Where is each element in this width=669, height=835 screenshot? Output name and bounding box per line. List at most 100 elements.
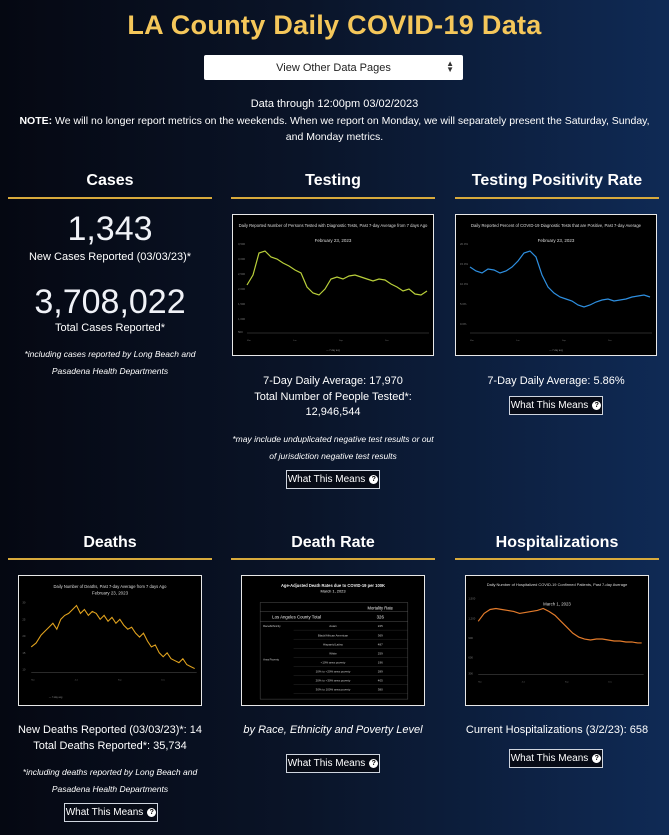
rate-row-label: Asian bbox=[329, 624, 337, 628]
testing-chart-svg: Daily Reported Number of Persons Tested … bbox=[238, 223, 429, 352]
positivity-x-ticks: Mar Jun Sep Dec bbox=[470, 339, 613, 342]
svg-text:Dec: Dec bbox=[161, 679, 166, 681]
testing-total-label: Total Number of People Tested*: bbox=[254, 391, 412, 403]
svg-text:900: 900 bbox=[468, 636, 473, 640]
current-hospitalizations: Current Hospitalizations (3/2/23): 658 bbox=[465, 724, 649, 736]
testing-chart[interactable]: Daily Reported Number of Persons Tested … bbox=[232, 214, 434, 356]
svg-text:Mar: Mar bbox=[470, 339, 474, 342]
rate-row-label: 30% to 100% area poverty bbox=[316, 688, 351, 692]
deaths-y-ticks: 30 25 20 15 10 bbox=[22, 601, 26, 672]
new-cases-label: New Cases Reported (03/03/23)* bbox=[28, 251, 192, 263]
positivity-what-this-means-button[interactable]: What This Means ? bbox=[509, 396, 603, 415]
testing-x-ticks: Mar Jun Sep Dec bbox=[247, 339, 390, 342]
rate-row-label: <10% area poverty bbox=[321, 660, 346, 664]
svg-text:15: 15 bbox=[22, 651, 26, 655]
svg-text:300: 300 bbox=[468, 671, 473, 675]
deaths-chart-svg: Daily Number of Deaths, Past 7-day Avera… bbox=[22, 584, 197, 699]
svg-text:30: 30 bbox=[22, 601, 26, 605]
svg-text:15.0%: 15.0% bbox=[460, 262, 468, 266]
svg-text:5.0%: 5.0% bbox=[460, 302, 467, 306]
question-circle-icon: ? bbox=[592, 401, 602, 410]
rate-row-value: 259 bbox=[378, 651, 383, 655]
death-rate-rule bbox=[231, 558, 435, 560]
la-total-label: Los Angeles County Total bbox=[272, 614, 321, 619]
svg-text:1,000: 1,000 bbox=[238, 317, 245, 321]
hosp-chart-title: Daily Number of Hospitalized COVID-19 Co… bbox=[487, 582, 628, 587]
svg-text:1,500: 1,500 bbox=[238, 302, 245, 306]
cases-footnote: *including cases reported by Long Beach … bbox=[24, 349, 196, 376]
svg-text:Sep: Sep bbox=[565, 681, 570, 683]
hosp-chart-date: March 1, 2023 bbox=[543, 602, 571, 607]
svg-text:Sep: Sep bbox=[562, 340, 567, 342]
positivity-what-this-means-label: What This Means bbox=[510, 400, 589, 411]
svg-text:0.0%: 0.0% bbox=[460, 322, 467, 326]
death-rate-title: Death Rate bbox=[291, 534, 375, 551]
death-rate-what-this-means-button[interactable]: What This Means ? bbox=[286, 754, 380, 773]
testing-y-ticks: 3,500 3,000 2,500 2,000 1,500 1,000 500 bbox=[238, 242, 245, 334]
note-text: We will no longer report metrics on the … bbox=[52, 115, 650, 143]
rate-row-label: 10% to <20% area poverty bbox=[316, 670, 351, 674]
svg-text:25: 25 bbox=[22, 617, 26, 621]
rate-row-value: 369 bbox=[378, 633, 383, 637]
positivity-chart-svg: Daily Reported Percent of COVID-19 Diagn… bbox=[460, 223, 652, 352]
total-cases-label: Total Cases Reported* bbox=[54, 322, 166, 334]
hospitalizations-chart[interactable]: Daily Number of Hospitalized COVID-19 Co… bbox=[465, 575, 649, 706]
death-rate-table-date: March 1, 2023 bbox=[320, 589, 346, 594]
deaths-line bbox=[30, 604, 195, 670]
rate-row-value: 380 bbox=[378, 688, 383, 692]
svg-text:Dec: Dec bbox=[608, 340, 613, 342]
svg-text:600: 600 bbox=[468, 656, 473, 660]
total-cases-number: 3,708,022 bbox=[34, 283, 186, 321]
deaths-chart[interactable]: Daily Number of Deaths, Past 7-day Avera… bbox=[18, 575, 202, 706]
rate-row-label: Black/African American bbox=[318, 633, 349, 637]
note-label: NOTE: bbox=[19, 115, 53, 127]
testing-title: Testing bbox=[305, 172, 361, 189]
svg-text:3,000: 3,000 bbox=[238, 257, 245, 261]
svg-text:Jun: Jun bbox=[293, 340, 297, 342]
poverty-group-label: Area Poverty bbox=[263, 658, 280, 662]
positivity-title: Testing Positivity Rate bbox=[471, 172, 643, 189]
data-through-text: Data through 12:00pm 03/02/2023 bbox=[250, 98, 419, 110]
svg-text:20: 20 bbox=[22, 634, 26, 638]
hosp-what-this-means-button[interactable]: What This Means ? bbox=[509, 749, 603, 768]
data-pages-select[interactable]: View Other Data Pages ▲ ▼ bbox=[204, 55, 463, 80]
testing-rule bbox=[231, 197, 435, 199]
deaths-footnote: *including deaths reported by Long Beach… bbox=[22, 767, 198, 794]
death-rate-table[interactable]: Age-Adjusted Death Rates due to COVID-19… bbox=[241, 575, 425, 706]
rate-row-label: 20% to <30% area poverty bbox=[316, 679, 351, 683]
hospitalizations-chart-svg: Daily Number of Hospitalized COVID-19 Co… bbox=[468, 582, 644, 683]
testing-what-this-means-label: What This Means bbox=[287, 474, 366, 485]
rate-row-value: 196 bbox=[378, 660, 383, 664]
svg-text:10: 10 bbox=[22, 668, 26, 672]
mortality-col-header: Mortality Rate bbox=[368, 605, 394, 610]
rate-row-value: 289 bbox=[378, 670, 383, 674]
deaths-what-this-means-button[interactable]: What This Means ? bbox=[64, 803, 158, 822]
deaths-legend: — 7-day avg bbox=[49, 696, 63, 699]
svg-text:Jun: Jun bbox=[516, 340, 520, 342]
table-border bbox=[259, 602, 409, 700]
hosp-y-ticks: 1,500 1,200 900 600 300 bbox=[468, 597, 475, 676]
testing-chart-title: Daily Reported Number of Persons Tested … bbox=[239, 223, 428, 228]
svg-text:500: 500 bbox=[238, 330, 243, 334]
death-rate-table-title: Age-Adjusted Death Rates due to COVID-19… bbox=[281, 583, 385, 588]
testing-legend: — 7-day avg bbox=[326, 349, 340, 352]
positivity-chart[interactable]: Daily Reported Percent of COVID-19 Diagn… bbox=[455, 214, 657, 356]
question-circle-icon: ? bbox=[592, 754, 602, 763]
svg-text:Jun: Jun bbox=[522, 681, 526, 683]
positivity-avg: 7-Day Daily Average: 5.86% bbox=[487, 375, 625, 387]
positivity-line bbox=[469, 250, 651, 308]
rate-row-label: White bbox=[329, 651, 337, 655]
positivity-chart-title: Daily Reported Percent of COVID-19 Diagn… bbox=[471, 223, 642, 228]
question-circle-icon: ? bbox=[369, 759, 379, 768]
testing-avg: 7-Day Daily Average: 17,970 bbox=[263, 375, 403, 387]
hosp-what-this-means-label: What This Means bbox=[510, 753, 589, 764]
svg-text:Mar: Mar bbox=[247, 339, 251, 342]
svg-text:Mar: Mar bbox=[478, 680, 482, 683]
rate-row-value: 405 bbox=[378, 679, 383, 683]
hospitalizations-title: Hospitalizations bbox=[495, 534, 619, 551]
positivity-y-ticks: 20.0% 15.0% 10.0% 5.0% 0.0% bbox=[460, 242, 468, 326]
testing-what-this-means-button[interactable]: What This Means ? bbox=[286, 470, 380, 489]
deaths-chart-title: Daily Number of Deaths, Past 7-day Avera… bbox=[54, 584, 168, 589]
svg-text:20.0%: 20.0% bbox=[460, 242, 468, 246]
deaths-what-this-means-label: What This Means bbox=[65, 807, 144, 818]
